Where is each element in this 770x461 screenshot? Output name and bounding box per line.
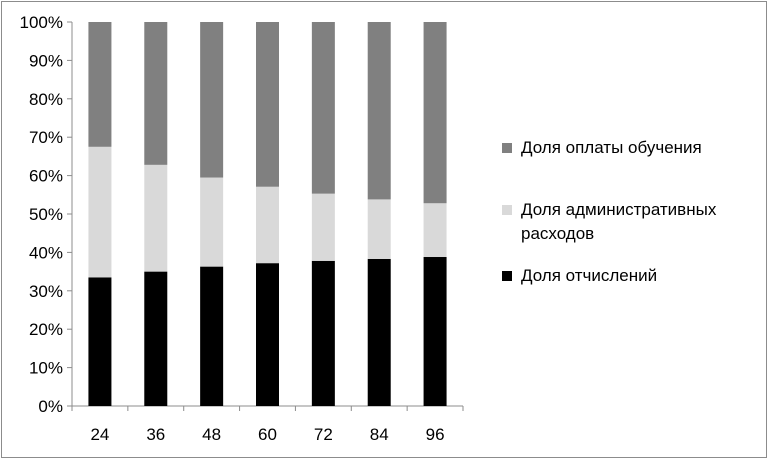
legend-swatch <box>502 271 512 281</box>
y-tick-label: 90% <box>29 51 63 70</box>
y-tick-label: 30% <box>29 282 63 301</box>
legend-label: Доля отчислений <box>521 266 657 285</box>
bar-segment <box>311 193 335 261</box>
y-tick-label: 80% <box>29 90 63 109</box>
bar-segment <box>367 199 391 259</box>
x-tick-label: 48 <box>202 425 221 444</box>
x-tick-label: 24 <box>90 425 109 444</box>
bar-segment <box>144 164 168 272</box>
legend-label: Доля оплаты обучения <box>521 138 702 157</box>
bar-segment <box>144 271 168 406</box>
bar-segment <box>311 260 335 406</box>
x-tick-label: 72 <box>314 425 333 444</box>
bar-segment <box>256 263 279 406</box>
bar-segment <box>200 266 224 406</box>
bar-segment <box>367 22 391 200</box>
legend: Доля оплаты обучения Доля административны… <box>502 138 717 285</box>
bar-segment <box>367 258 391 406</box>
bar-segment <box>423 257 447 406</box>
bars <box>88 22 447 406</box>
y-tick-label: 20% <box>29 320 63 339</box>
legend-label: Доля административных <box>521 200 717 219</box>
bar-segment <box>256 22 279 187</box>
bar-segment <box>256 186 279 264</box>
y-tick-label: 10% <box>29 359 63 378</box>
x-tick-label: 36 <box>146 425 165 444</box>
bar-segment <box>200 22 224 178</box>
x-tick-label: 60 <box>258 425 277 444</box>
y-tick-label: 0% <box>38 397 63 416</box>
x-tick-label: 96 <box>426 425 445 444</box>
y-tick-label: 40% <box>29 243 63 262</box>
bar-segment <box>88 277 112 406</box>
y-tick-label: 60% <box>29 167 63 186</box>
bar-segment <box>88 146 112 278</box>
legend-swatch <box>502 143 512 153</box>
legend-label: расходов <box>521 224 594 243</box>
legend-swatch <box>502 205 512 215</box>
bar-segment <box>200 177 224 267</box>
bar-segment <box>311 22 335 194</box>
axes: 0% 10% 20% 30% 40% 50% 60% 70% 80% 90% 100% 24 36 48 6… <box>20 13 464 444</box>
y-tick-label: 70% <box>29 128 63 147</box>
y-tick-label: 50% <box>29 205 63 224</box>
bar-segment <box>88 22 112 147</box>
bar-segment <box>423 203 447 258</box>
x-tick-label: 84 <box>370 425 389 444</box>
y-tick-label: 100% <box>20 13 63 32</box>
bar-segment <box>144 22 168 165</box>
bar-segment <box>423 22 447 204</box>
